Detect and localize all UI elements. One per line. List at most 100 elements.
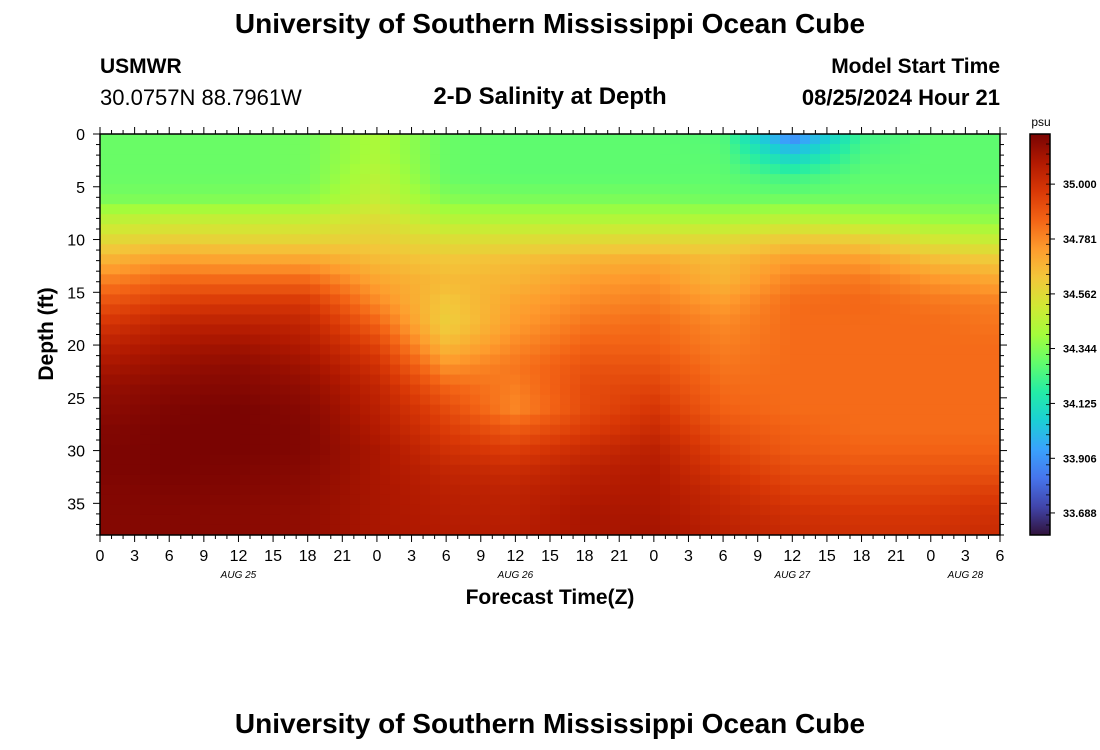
heatmap-cell xyxy=(160,454,171,466)
heatmap-cell xyxy=(420,194,431,205)
heatmap-cell xyxy=(260,134,271,145)
heatmap-cell xyxy=(910,524,921,535)
heatmap-cell xyxy=(230,394,241,406)
heatmap-cell xyxy=(830,494,841,506)
heatmap-cell xyxy=(960,264,971,275)
heatmap-cell xyxy=(210,404,221,416)
heatmap-cell xyxy=(910,254,921,265)
heatmap-cell xyxy=(980,194,991,205)
heatmap-cell xyxy=(870,144,881,155)
heatmap-cell xyxy=(330,524,341,535)
heatmap-cell xyxy=(780,454,791,466)
heatmap-cell xyxy=(950,214,961,225)
heatmap-cell xyxy=(120,464,131,476)
heatmap-cell xyxy=(460,134,471,145)
y-tick-label: 25 xyxy=(67,391,85,408)
heatmap-cell xyxy=(790,174,801,185)
heatmap-cell xyxy=(410,304,421,316)
heatmap-cell xyxy=(770,424,781,436)
heatmap-cell xyxy=(410,524,421,535)
y-tick-label: 20 xyxy=(67,338,85,355)
heatmap-cell xyxy=(130,254,141,265)
heatmap-cell xyxy=(470,494,481,506)
heatmap-cell xyxy=(680,334,691,346)
heatmap-cell xyxy=(540,234,551,245)
heatmap-cell xyxy=(620,484,631,496)
heatmap-cell xyxy=(500,214,511,225)
heatmap-cell xyxy=(210,354,221,366)
heatmap-cell xyxy=(180,254,191,265)
heatmap-cell xyxy=(400,274,411,285)
heatmap-cell xyxy=(770,474,781,486)
heatmap-cell xyxy=(940,394,951,406)
heatmap-cell xyxy=(840,264,851,275)
heatmap-cell xyxy=(310,214,321,225)
heatmap-cell xyxy=(180,324,191,336)
heatmap-cell xyxy=(700,394,711,406)
heatmap-cell xyxy=(920,294,931,306)
heatmap-cell xyxy=(950,284,961,296)
heatmap-cell xyxy=(520,524,531,535)
heatmap-cell xyxy=(790,384,801,396)
heatmap-cell xyxy=(990,134,1000,145)
heatmap-cell xyxy=(400,144,411,155)
heatmap-cell xyxy=(900,144,911,155)
heatmap-cell xyxy=(480,334,491,346)
heatmap-cell xyxy=(240,154,251,165)
heatmap-cell xyxy=(110,144,121,155)
heatmap-cell xyxy=(730,194,741,205)
heatmap-cell xyxy=(460,394,471,406)
heatmap-cell xyxy=(510,224,521,235)
heatmap-cell xyxy=(360,254,371,265)
heatmap-cell xyxy=(860,384,871,396)
heatmap-cell xyxy=(330,464,341,476)
heatmap-cell xyxy=(620,514,631,526)
heatmap-cell xyxy=(580,274,591,285)
heatmap-cell xyxy=(780,334,791,346)
heatmap-cell xyxy=(470,174,481,185)
heatmap-cell xyxy=(120,234,131,245)
heatmap-cell xyxy=(940,284,951,296)
heatmap-cell xyxy=(600,174,611,185)
heatmap-cell xyxy=(520,244,531,255)
x-tick-label: 0 xyxy=(649,548,658,565)
heatmap-cell xyxy=(800,404,811,416)
heatmap-cell xyxy=(230,344,241,356)
heatmap-cell xyxy=(640,354,651,366)
heatmap-cell xyxy=(680,194,691,205)
heatmap-cell xyxy=(390,444,401,456)
heatmap-cell xyxy=(680,314,691,326)
heatmap-cell xyxy=(530,214,541,225)
heatmap-cell xyxy=(820,314,831,326)
heatmap-cell xyxy=(680,394,691,406)
heatmap-cell xyxy=(900,284,911,296)
heatmap-cell xyxy=(550,144,561,155)
heatmap-cell xyxy=(430,434,441,446)
heatmap-cell xyxy=(860,464,871,476)
heatmap-cell xyxy=(410,424,421,436)
heatmap-cell xyxy=(740,304,751,316)
heatmap-cell xyxy=(320,444,331,456)
heatmap-cell xyxy=(660,384,671,396)
heatmap-cell xyxy=(890,164,901,175)
heatmap-cell xyxy=(500,484,511,496)
heatmap-cell xyxy=(850,504,861,516)
heatmap-cell xyxy=(620,134,631,145)
heatmap-cell xyxy=(350,284,361,296)
heatmap-cell xyxy=(900,474,911,486)
heatmap-cell xyxy=(640,294,651,306)
heatmap-cell xyxy=(800,354,811,366)
heatmap-cell xyxy=(650,354,661,366)
heatmap-cell xyxy=(510,244,521,255)
heatmap-cell xyxy=(560,244,571,255)
heatmap-cell xyxy=(760,144,771,155)
heatmap-cell xyxy=(410,224,421,235)
heatmap-cell xyxy=(570,524,581,535)
heatmap-cell xyxy=(840,464,851,476)
heatmap-cell xyxy=(140,354,151,366)
heatmap-cell xyxy=(700,244,711,255)
heatmap-cell xyxy=(790,354,801,366)
heatmap-cell xyxy=(940,354,951,366)
heatmap-cell xyxy=(690,434,701,446)
heatmap-cell xyxy=(150,254,161,265)
